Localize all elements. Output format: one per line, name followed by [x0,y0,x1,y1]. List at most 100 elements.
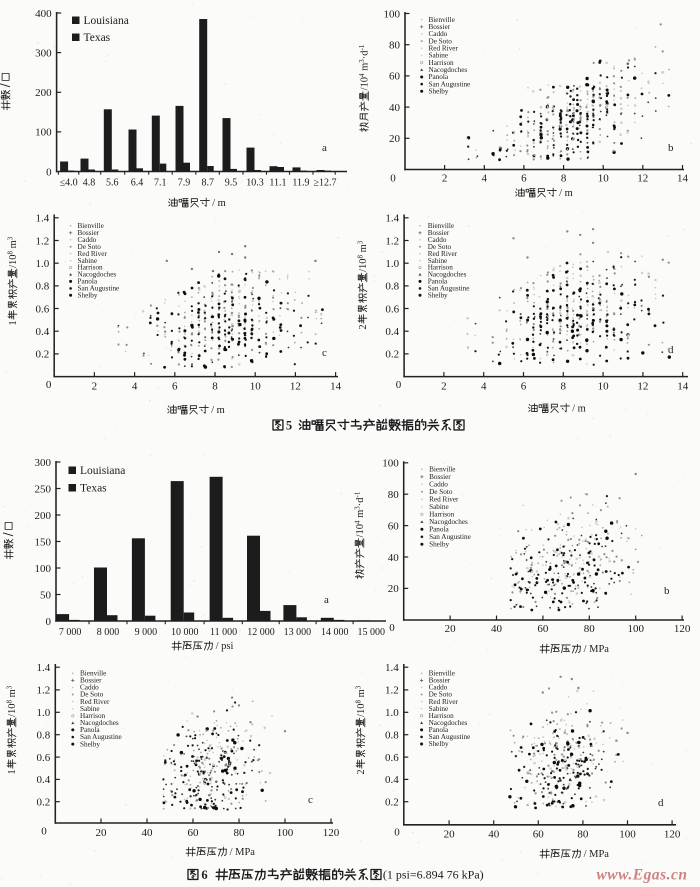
svg-text:1.0: 1.0 [37,707,51,719]
svg-text:8: 8 [212,381,218,393]
svg-text:100: 100 [277,827,294,839]
svg-text:20: 20 [445,623,457,635]
svg-text:Bossier: Bossier [429,23,451,31]
svg-text:20: 20 [444,829,456,841]
svg-text:Harrison: Harrison [80,712,106,720]
svg-text:0.6: 0.6 [385,303,399,315]
svg-text:400: 400 [35,8,52,20]
svg-text:Shelby: Shelby [429,740,449,748]
svg-text:12: 12 [637,173,648,185]
svg-text:Bossier: Bossier [80,677,102,685]
svg-text:1.2: 1.2 [385,685,399,697]
svg-text:San Augustine: San Augustine [429,80,471,88]
svg-text:1: 1 [7,769,18,774]
svg-text:Texas: Texas [80,483,107,495]
svg-text:1.2: 1.2 [35,235,49,247]
svg-text:Red River: Red River [429,698,459,706]
svg-text:San Augustine: San Augustine [429,733,471,741]
svg-text:20: 20 [389,133,401,145]
svg-text:2: 2 [356,769,367,774]
svg-text:0.4: 0.4 [35,326,49,338]
svg-text:/ MPa: / MPa [230,847,256,858]
svg-text:Panola: Panola [80,726,100,734]
svg-text:Sabine: Sabine [429,52,449,60]
svg-text:De Soto: De Soto [80,691,104,699]
svg-text:Bienville: Bienville [80,670,106,678]
svg-text:5: 5 [286,418,292,432]
svg-text:11.9: 11.9 [292,178,309,189]
svg-text:100: 100 [384,8,401,20]
svg-text:250: 250 [35,483,52,495]
svg-text:Bossier: Bossier [78,229,100,237]
svg-text:40: 40 [388,552,400,564]
svg-text:13 000: 13 000 [284,627,312,638]
svg-text:Shelby: Shelby [429,88,449,96]
svg-text:De Soto: De Soto [429,488,453,496]
svg-text:/ m: / m [559,188,573,199]
svg-text:11 000: 11 000 [210,627,237,638]
svg-text:4: 4 [481,381,487,393]
svg-text:≤4.0: ≤4.0 [60,178,78,189]
svg-text:0: 0 [46,616,52,628]
svg-text:Caddo: Caddo [429,481,448,489]
svg-text:Harrison: Harrison [429,712,455,720]
svg-text:80: 80 [577,829,589,841]
svg-text:50: 50 [40,589,52,601]
svg-text:100: 100 [35,127,52,139]
svg-text:150: 150 [35,536,52,548]
svg-text:1.2: 1.2 [385,235,399,247]
svg-text:(1 psi=6.894 76 kPa): (1 psi=6.894 76 kPa) [383,868,484,882]
svg-text:300: 300 [35,457,52,469]
svg-text:120: 120 [674,623,691,635]
svg-text:Red River: Red River [429,496,459,504]
svg-text:0: 0 [41,826,47,838]
svg-text:7.1: 7.1 [154,178,167,189]
svg-text:0: 0 [394,827,400,839]
svg-text:Bossier: Bossier [429,677,451,685]
svg-text:5.6: 5.6 [106,178,119,189]
svg-text:Harrison: Harrison [78,264,104,272]
svg-text:7.9: 7.9 [178,178,191,189]
svg-text:Texas: Texas [84,32,111,44]
svg-text:40: 40 [491,623,503,635]
svg-text:0.8: 0.8 [385,730,399,742]
svg-text:200: 200 [35,87,52,99]
svg-text:60: 60 [389,71,401,83]
svg-text:/ MPa: / MPa [584,644,610,655]
svg-text:San Augustine: San Augustine [78,285,120,293]
svg-text:9.5: 9.5 [225,178,238,189]
svg-text:11.1: 11.1 [269,178,286,189]
svg-text:6.4: 6.4 [131,178,144,189]
svg-text:d: d [658,797,664,809]
svg-text:6: 6 [172,381,178,393]
svg-text:80: 80 [388,489,400,501]
svg-text:/ MPa: / MPa [584,849,610,860]
svg-text:c: c [322,347,327,359]
svg-text:Panola: Panola [428,278,448,286]
svg-text:≥12.7: ≥12.7 [314,178,337,189]
svg-text:b: b [664,585,670,597]
svg-text:60: 60 [533,829,545,841]
svg-text:Bienville: Bienville [429,16,455,24]
svg-text:Caddo: Caddo [429,30,448,38]
svg-text:0: 0 [389,622,395,634]
svg-text:20: 20 [96,827,108,839]
svg-text:Shelby: Shelby [429,541,449,549]
svg-text:8.7: 8.7 [201,178,214,189]
svg-text:12: 12 [637,381,648,393]
svg-text:14: 14 [330,381,342,393]
svg-text:San Augustine: San Augustine [428,285,470,293]
svg-text:/ m: / m [211,405,225,416]
svg-text:Shelby: Shelby [78,292,98,300]
svg-text:2: 2 [92,381,98,393]
svg-text:Sabine: Sabine [78,257,98,265]
svg-text:Nacogdoches: Nacogdoches [429,719,468,727]
svg-text:Panola: Panola [429,726,449,734]
svg-text:0.2: 0.2 [35,349,49,361]
svg-text:Bienville: Bienville [429,466,455,474]
svg-text:300: 300 [35,47,52,59]
svg-text:1.0: 1.0 [35,258,49,270]
svg-text:1.4: 1.4 [35,213,49,225]
svg-text:9 000: 9 000 [135,627,158,638]
svg-text:8 000: 8 000 [97,627,120,638]
